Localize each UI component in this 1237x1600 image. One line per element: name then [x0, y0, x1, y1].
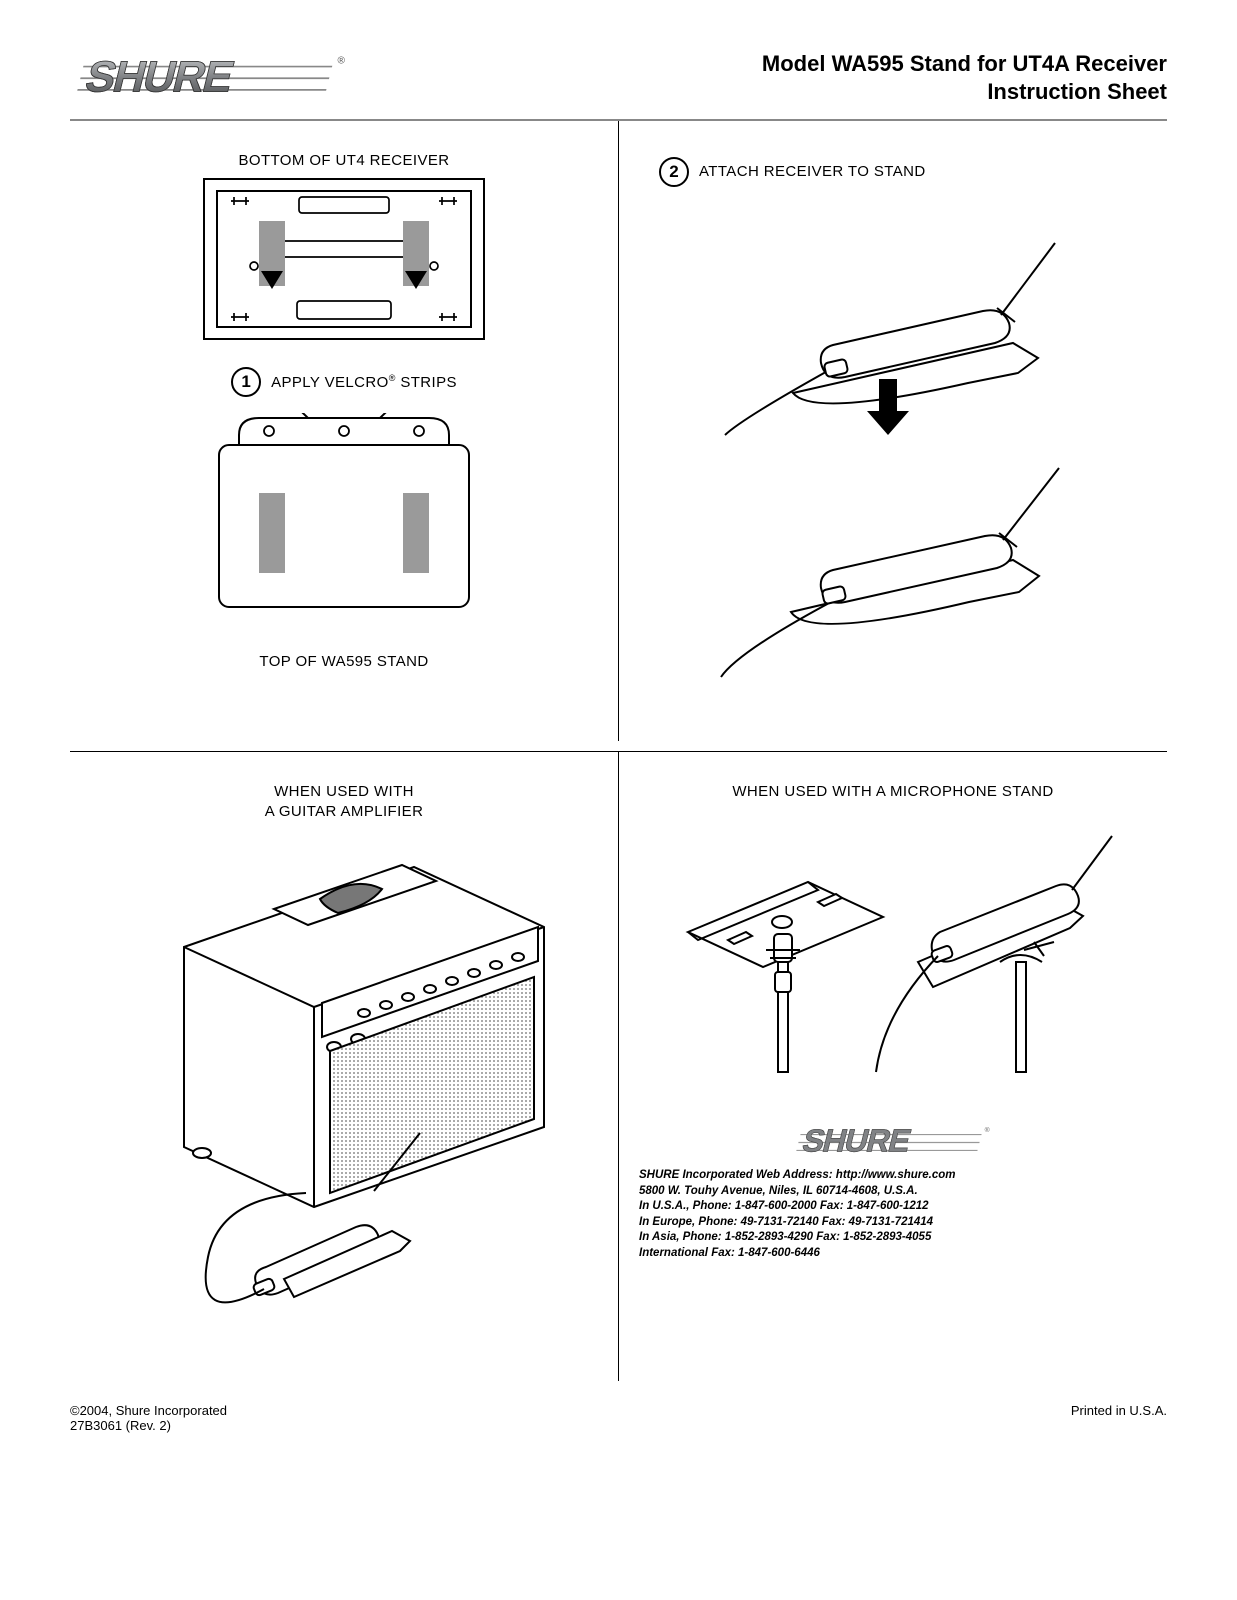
step1-label: APPLY VELCRO® STRIPS — [271, 372, 457, 393]
title-line-2: Instruction Sheet — [762, 78, 1167, 106]
diagram-stand-top — [179, 413, 509, 638]
footer-eu: In Europe, Phone: 49-7131-72140 Fax: 49-… — [639, 1215, 1147, 1231]
diagram-attach-lower — [683, 452, 1103, 682]
panel-step2: 2 ATTACH RECEIVER TO STAND — [619, 121, 1167, 741]
label-amp-2: A GUITAR AMPLIFIER — [90, 802, 598, 822]
step2-badge: 2 — [659, 157, 689, 187]
step2-label: ATTACH RECEIVER TO STAND — [699, 162, 926, 182]
diagram-attach-upper — [683, 203, 1103, 438]
printed-in: Printed in U.S.A. — [1071, 1403, 1167, 1433]
title-line-1: Model WA595 Stand for UT4A Receiver — [762, 50, 1167, 78]
diagram-receiver-bottom — [179, 171, 509, 351]
diagram-amplifier — [124, 827, 564, 1367]
step1-badge: 1 — [231, 367, 261, 397]
top-row: BOTTOM OF UT4 RECEIVER 1 — [70, 121, 1167, 741]
footer-logo: SHURE SHURE ® — [791, 1122, 996, 1162]
svg-text:SHURE: SHURE — [81, 53, 238, 101]
title-block: Model WA595 Stand for UT4A Receiver Inst… — [762, 50, 1167, 105]
svg-text:®: ® — [338, 55, 346, 66]
label-receiver-bottom: BOTTOM OF UT4 RECEIVER — [90, 151, 598, 171]
footer-web: SHURE Incorporated Web Address: http://w… — [639, 1168, 1147, 1184]
page-header: SHURE SHURE ® Model WA595 Stand for UT4A… — [70, 50, 1167, 113]
panel-use-amp: WHEN USED WITH A GUITAR AMPLIFIER — [70, 752, 619, 1381]
brand-logo: SHURE SHURE ® — [70, 51, 350, 105]
footer-usa: In U.S.A., Phone: 1-847-600-2000 Fax: 1-… — [639, 1199, 1147, 1215]
footer-left: ©2004, Shure Incorporated 27B3061 (Rev. … — [70, 1403, 227, 1433]
footer-addr: 5800 W. Touhy Avenue, Niles, IL 60714-46… — [639, 1184, 1147, 1200]
panel-use-mic: WHEN USED WITH A MICROPHONE STAND — [619, 752, 1167, 1381]
label-mic: WHEN USED WITH A MICROPHONE STAND — [639, 782, 1147, 802]
footer-info: SHURE Incorporated Web Address: http://w… — [639, 1168, 1147, 1261]
footer-block: SHURE SHURE ® SHURE Incorporated Web Add… — [639, 1122, 1147, 1261]
svg-text:®: ® — [984, 1126, 989, 1134]
footer-intl: International Fax: 1-847-600-6446 — [639, 1246, 1147, 1262]
copyright: ©2004, Shure Incorporated — [70, 1403, 227, 1418]
docnum: 27B3061 (Rev. 2) — [70, 1418, 227, 1433]
label-stand-top: TOP OF WA595 STAND — [90, 652, 598, 672]
footer-asia: In Asia, Phone: 1-852-2893-4290 Fax: 1-8… — [639, 1230, 1147, 1246]
diagram-mic-stand — [658, 822, 1128, 1082]
label-amp-1: WHEN USED WITH — [90, 782, 598, 802]
svg-text:SHURE: SHURE — [798, 1123, 913, 1158]
panel-step1: BOTTOM OF UT4 RECEIVER 1 — [70, 121, 619, 741]
bottom-row: WHEN USED WITH A GUITAR AMPLIFIER — [70, 751, 1167, 1381]
step1-row: 1 APPLY VELCRO® STRIPS — [90, 367, 598, 397]
footer-bar: ©2004, Shure Incorporated 27B3061 (Rev. … — [70, 1399, 1167, 1433]
